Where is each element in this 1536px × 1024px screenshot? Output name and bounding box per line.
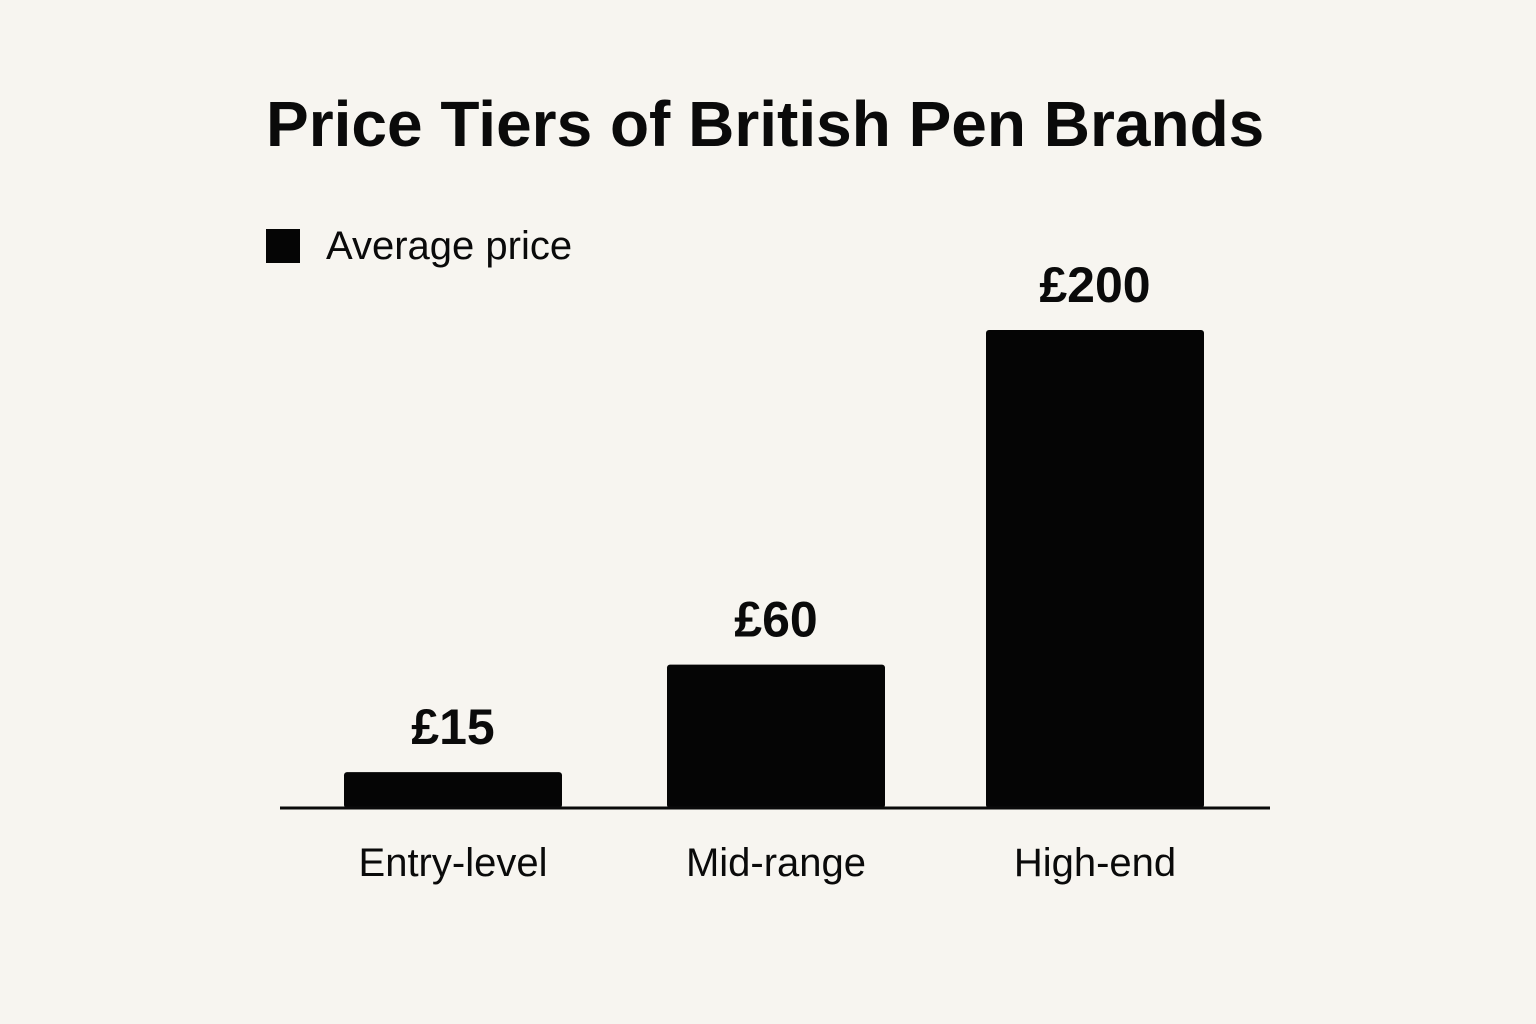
bar-high-end <box>986 330 1204 808</box>
legend-label: Average price <box>326 224 573 268</box>
chart-title: Price Tiers of British Pen Brands <box>266 88 1265 160</box>
data-label: £60 <box>734 592 817 648</box>
legend-swatch <box>266 229 300 263</box>
bar-mid-range <box>667 664 885 808</box>
x-tick-label: Mid-range <box>686 841 866 885</box>
data-label: £200 <box>1039 257 1150 313</box>
x-tick-label: Entry-level <box>359 841 548 885</box>
x-tick-label: High-end <box>1014 841 1176 885</box>
bar-entry-level <box>344 772 562 808</box>
data-label: £15 <box>411 699 494 755</box>
legend: Average price <box>266 222 572 270</box>
